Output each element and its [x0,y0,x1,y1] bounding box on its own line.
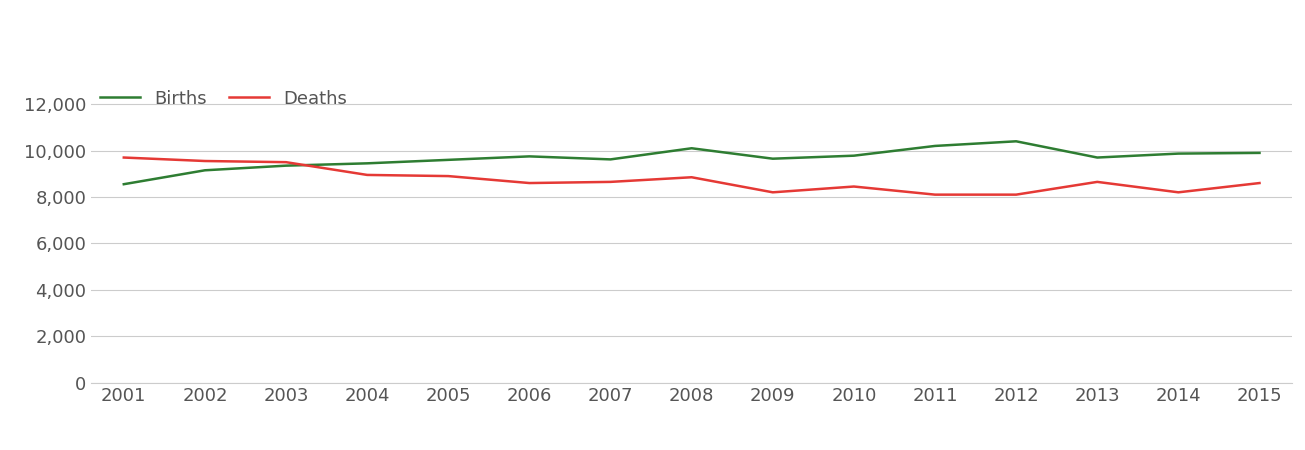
Deaths [522,180,538,186]
Births [603,157,619,162]
Deaths [846,184,861,189]
Deaths [1090,179,1105,184]
Deaths [603,179,619,184]
Deaths [1171,189,1186,195]
Births [1171,151,1186,156]
Births [278,163,294,168]
Births [197,167,213,173]
Births [765,156,780,162]
Births [1090,155,1105,160]
Line: Deaths: Deaths [124,158,1259,195]
Deaths [927,192,942,198]
Births [116,181,132,187]
Births [522,154,538,159]
Births [684,145,699,151]
Births [1009,139,1024,144]
Births [441,157,457,162]
Line: Births: Births [124,141,1259,184]
Births [359,161,375,166]
Deaths [441,173,457,179]
Deaths [1251,180,1267,186]
Births [1251,150,1267,156]
Deaths [1009,192,1024,198]
Births [846,153,861,158]
Births [927,143,942,148]
Deaths [765,189,780,195]
Deaths [359,172,375,178]
Deaths [116,155,132,160]
Deaths [684,175,699,180]
Deaths [197,158,213,164]
Legend: Births, Deaths: Births, Deaths [100,90,347,108]
Deaths [278,159,294,165]
